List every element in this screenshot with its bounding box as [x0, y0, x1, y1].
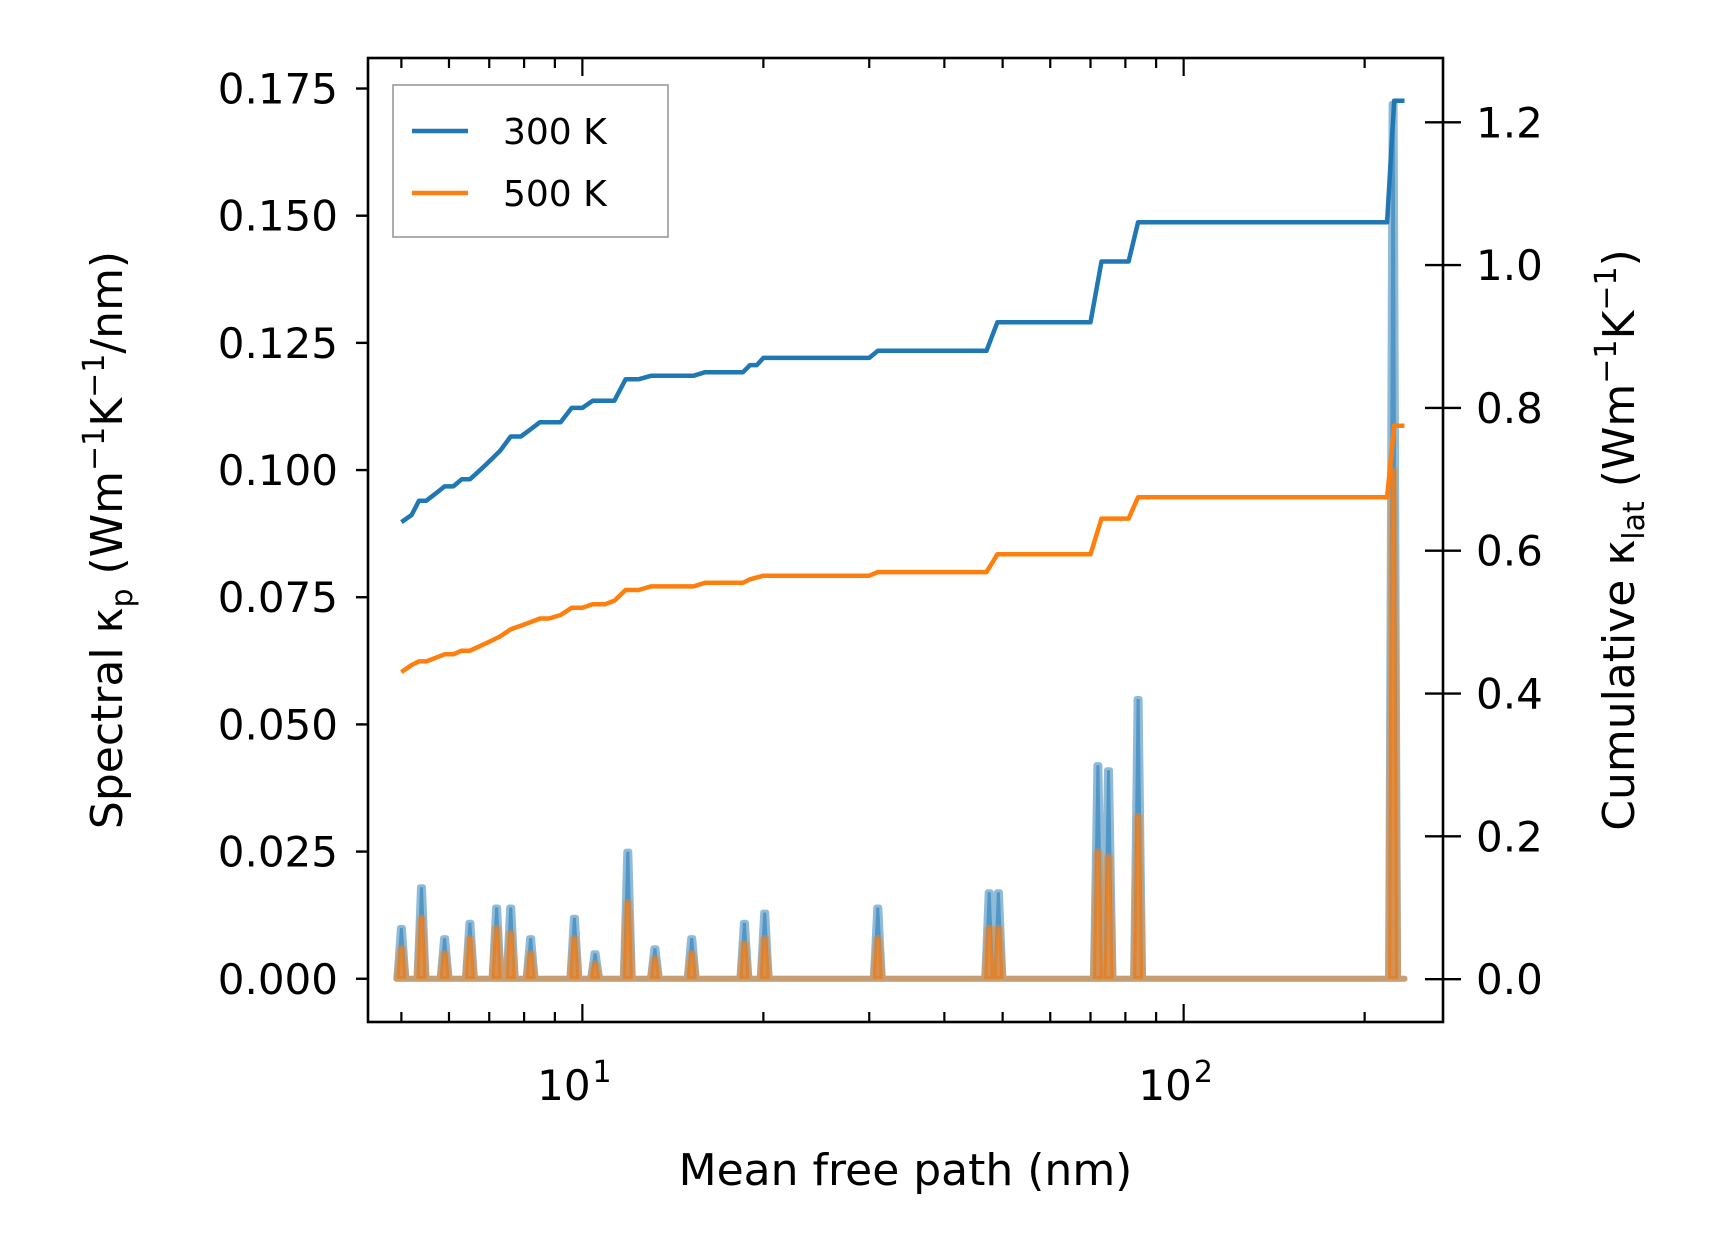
- cumulative-lines: [400, 98, 1405, 674]
- spectral-area-500k: [393, 467, 1408, 982]
- right-tick-label: 0.8: [1476, 384, 1543, 433]
- legend: 300 K 500 K: [392, 84, 669, 238]
- right-tick-label: 0.0: [1476, 955, 1543, 1004]
- tick-labels: 0.000 0.025 0.050 0.075 0.100 0.125 0.150 0.175…: [218, 65, 1543, 1110]
- left-axis-title: Spectral κp (Wm−1K−1/nm): [77, 251, 140, 829]
- right-tick-label: 1.0: [1476, 241, 1543, 290]
- left-tick-label: 0.050: [218, 700, 338, 749]
- tick-marks: [356, 58, 1461, 1022]
- right-tick-label: 0.2: [1476, 812, 1543, 861]
- left-tick-label: 0.000: [218, 955, 338, 1004]
- cumulative-line-500k: [400, 423, 1405, 674]
- left-tick-label: 0.125: [218, 319, 338, 368]
- axis-titles: Mean free path (nm) Spectral κp (Wm−1K−1/…: [77, 249, 1652, 1196]
- right-tick-label: 0.6: [1476, 527, 1543, 576]
- legend-label-300k: 300 K: [503, 112, 608, 153]
- legend-box: [392, 84, 669, 238]
- left-tick-label: 0.100: [218, 446, 338, 495]
- left-tick-label: 0.075: [218, 573, 338, 622]
- cumulative-line-300k: [400, 98, 1405, 524]
- x-axis-title: Mean free path (nm): [679, 1145, 1133, 1196]
- left-tick-label: 0.025: [218, 828, 338, 877]
- right-tick-label: 1.2: [1476, 98, 1543, 147]
- legend-label-500k: 500 K: [503, 174, 608, 215]
- left-tick-label: 0.175: [218, 65, 338, 114]
- spectral-fills: [393, 100, 1408, 982]
- left-tick-label: 0.150: [218, 192, 338, 241]
- plot-frame: [366, 56, 1445, 1024]
- right-axis-title: Cumulative κlat (Wm−1K−1): [1589, 249, 1652, 831]
- right-tick-label: 0.4: [1476, 670, 1543, 719]
